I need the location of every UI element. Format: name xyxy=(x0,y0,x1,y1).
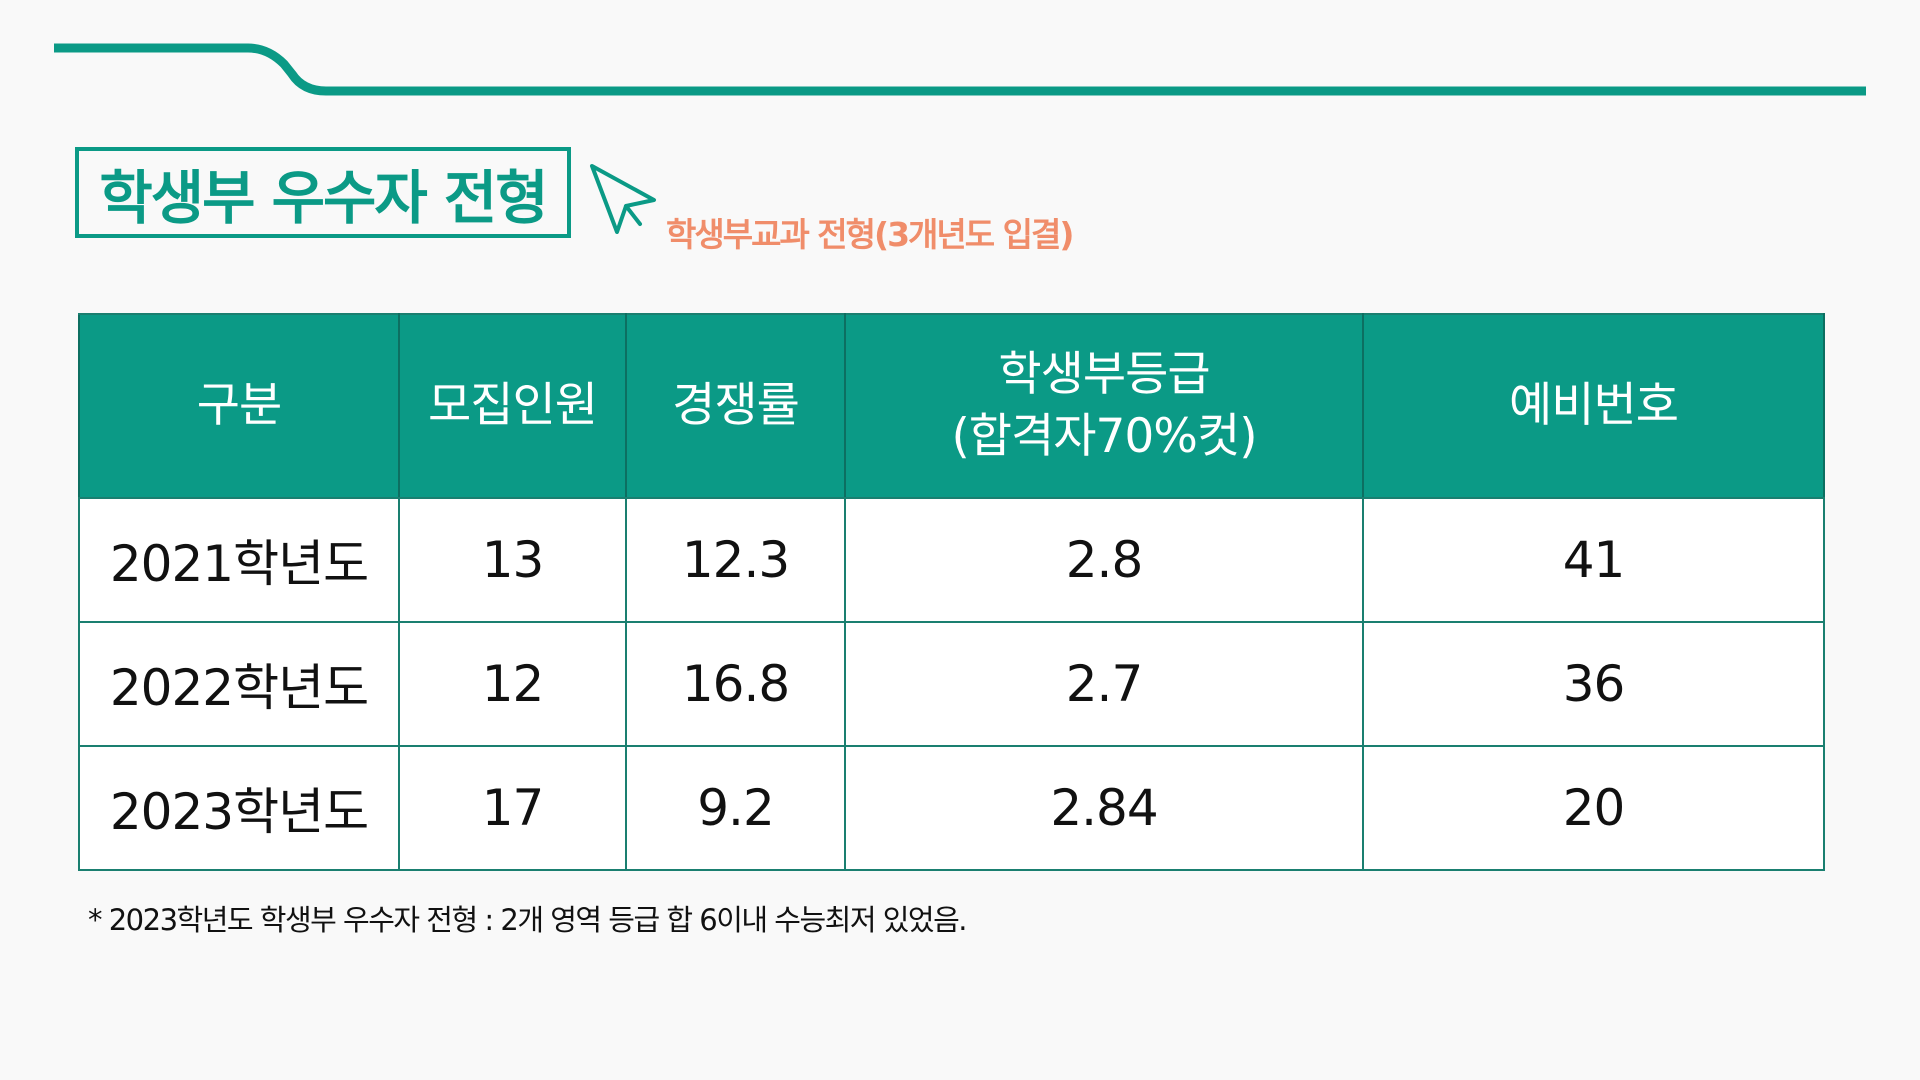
cell-year: 2022학년도 xyxy=(78,621,400,747)
column-header-competition: 경쟁률 xyxy=(625,313,846,499)
page-subtitle: 학생부교과 전형(3개년도 입결) xyxy=(666,215,1074,254)
column-header-recruits: 모집인원 xyxy=(398,313,627,499)
cell-recruits: 12 xyxy=(398,621,627,747)
table-row: 2023학년도 17 9.2 2.84 20 xyxy=(78,745,1825,871)
cell-grade: 2.84 xyxy=(844,745,1364,871)
cell-competition: 9.2 xyxy=(625,745,846,871)
column-header-waitlist: 예비번호 xyxy=(1362,313,1825,499)
title-box: 학생부 우수자 전형 xyxy=(75,147,571,238)
cell-competition: 12.3 xyxy=(625,497,846,623)
table-header-row: 구분 모집인원 경쟁률 학생부등급 (합격자70%컷) 예비번호 xyxy=(78,313,1825,499)
column-header-grade: 학생부등급 (합격자70%컷) xyxy=(844,313,1364,499)
cell-waitlist: 36 xyxy=(1362,621,1825,747)
cell-competition: 16.8 xyxy=(625,621,846,747)
footnote: * 2023학년도 학생부 우수자 전형 : 2개 영역 등급 합 6이내 수능… xyxy=(88,903,968,937)
table-row: 2021학년도 13 12.3 2.8 41 xyxy=(78,497,1825,623)
cell-waitlist: 41 xyxy=(1362,497,1825,623)
page-title: 학생부 우수자 전형 xyxy=(99,163,548,232)
cell-grade: 2.7 xyxy=(844,621,1364,747)
decorative-top-line xyxy=(54,43,1866,96)
cell-year: 2021학년도 xyxy=(78,497,400,623)
cell-recruits: 13 xyxy=(398,497,627,623)
column-header-grade-line1: 학생부등급 xyxy=(998,347,1210,402)
cursor-arrow-icon xyxy=(590,164,656,234)
cell-grade: 2.8 xyxy=(844,497,1364,623)
column-header-grade-line2: (합격자70%컷) xyxy=(951,409,1257,464)
cell-waitlist: 20 xyxy=(1362,745,1825,871)
admission-results-table: 구분 모집인원 경쟁률 학생부등급 (합격자70%컷) 예비번호 2021학년도… xyxy=(78,313,1825,871)
column-header-category: 구분 xyxy=(78,313,400,499)
cell-recruits: 17 xyxy=(398,745,627,871)
cell-year: 2023학년도 xyxy=(78,745,400,871)
table-row: 2022학년도 12 16.8 2.7 36 xyxy=(78,621,1825,747)
